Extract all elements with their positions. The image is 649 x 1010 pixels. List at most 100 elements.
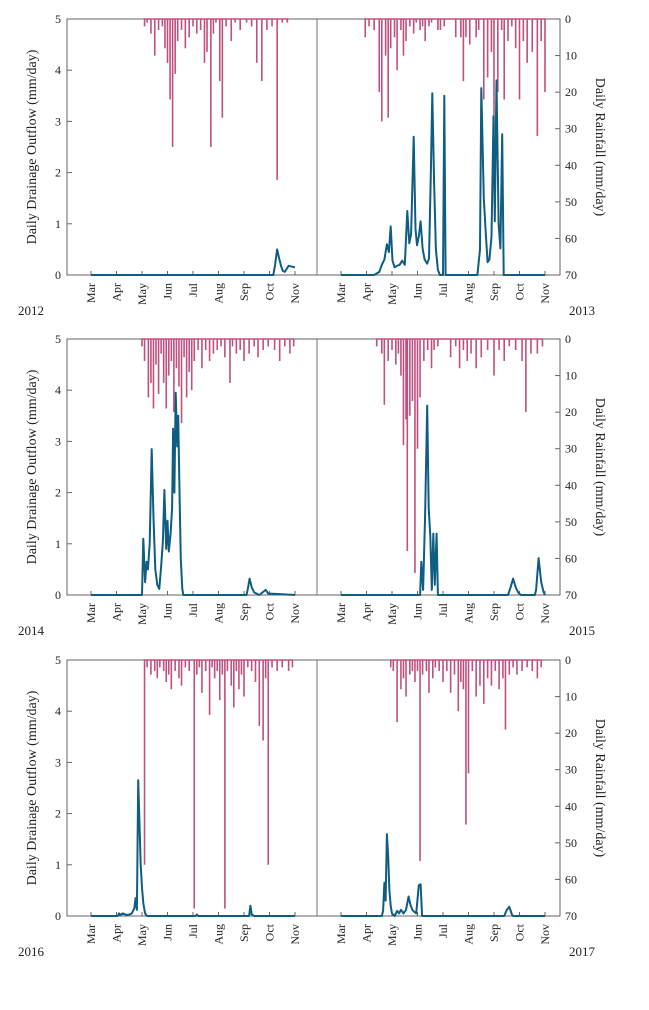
left-tick-label: 3 bbox=[55, 114, 61, 128]
right-tick-label: 50 bbox=[565, 836, 577, 850]
rainfall-series-2013 bbox=[364, 18, 546, 137]
chart-frame bbox=[66, 659, 561, 917]
year-label-2015: 2015 bbox=[569, 623, 595, 638]
month-label: Mar bbox=[84, 924, 98, 944]
chart-frame bbox=[66, 18, 561, 276]
left-tick-label: 5 bbox=[55, 653, 61, 667]
month-label: Sep bbox=[487, 924, 501, 942]
left-axis-title: Daily Drainage Outflow (mm/day) bbox=[25, 49, 40, 244]
rainfall-series-2015 bbox=[375, 338, 544, 574]
right-tick-label: 30 bbox=[565, 122, 577, 136]
month-label: Oct bbox=[513, 602, 527, 620]
month-label: Apr bbox=[110, 924, 124, 943]
rainfall-series-2016 bbox=[143, 659, 294, 909]
left-tick-label: 0 bbox=[55, 268, 61, 282]
month-label: Apr bbox=[110, 603, 124, 622]
panel-2014: Mar Apr May Jun Jul Aug Sep Oct Nov bbox=[84, 338, 302, 625]
month-label: Jun bbox=[411, 924, 425, 941]
left-tick-label: 0 bbox=[55, 909, 61, 923]
right-tick-label: 20 bbox=[565, 85, 577, 99]
month-label: Jun bbox=[411, 283, 425, 300]
panel-2016: Mar Apr May Jun Jul Aug Sep Oct Nov bbox=[84, 659, 302, 946]
left-tick-label: 0 bbox=[55, 588, 61, 602]
right-tick-label: 70 bbox=[565, 909, 577, 923]
month-label: Nov bbox=[538, 283, 552, 304]
month-label: Nov bbox=[288, 603, 302, 624]
year-label-2017: 2017 bbox=[569, 944, 596, 959]
year-label-2016: 2016 bbox=[18, 944, 45, 959]
panel-2013: Mar Apr May Jun Jul Aug Sep Oct Nov bbox=[334, 18, 552, 305]
right-axis-title: Daily Rainfall (mm/day) bbox=[592, 398, 607, 537]
month-label: Oct bbox=[263, 923, 277, 941]
right-axis-title: Daily Rainfall (mm/day) bbox=[592, 719, 607, 858]
left-axis-title: Daily Drainage Outflow (mm/day) bbox=[25, 369, 40, 564]
month-label: Aug bbox=[212, 603, 226, 624]
panel-2017: Mar Apr May Jun Jul Aug Sep Oct Nov bbox=[334, 659, 552, 946]
year-label-2013: 2013 bbox=[569, 303, 595, 318]
month-label: Sep bbox=[237, 924, 251, 942]
left-tick-label: 5 bbox=[55, 12, 61, 26]
left-axis-title: Daily Drainage Outflow (mm/day) bbox=[25, 690, 40, 885]
right-tick-label: 50 bbox=[565, 195, 577, 209]
month-label: Oct bbox=[263, 282, 277, 300]
right-tick-label: 40 bbox=[565, 799, 577, 813]
month-label: Oct bbox=[513, 923, 527, 941]
right-tick-label: 40 bbox=[565, 158, 577, 172]
month-label: Jul bbox=[186, 923, 200, 938]
month-label: Sep bbox=[487, 603, 501, 621]
right-tick-label: 60 bbox=[565, 551, 577, 565]
month-label: Mar bbox=[84, 603, 98, 623]
drainage-series-2012 bbox=[91, 248, 296, 276]
right-axis-title: Daily Rainfall (mm/day) bbox=[592, 78, 607, 217]
month-label: May bbox=[135, 283, 149, 305]
right-tick-label: 30 bbox=[565, 442, 577, 456]
month-label: Jul bbox=[186, 282, 200, 297]
month-label: Aug bbox=[462, 603, 476, 624]
left-tick-label: 3 bbox=[55, 434, 61, 448]
month-label: Jul bbox=[436, 602, 450, 617]
month-label: Jun bbox=[411, 603, 425, 620]
month-label: Jul bbox=[186, 602, 200, 617]
right-tick-label: 10 bbox=[565, 49, 577, 63]
drainage-series-2016 bbox=[91, 779, 295, 917]
drainage-series-2013 bbox=[341, 79, 545, 276]
chart-frame bbox=[66, 338, 561, 596]
left-tick-label: 2 bbox=[55, 166, 61, 180]
left-tick-label: 3 bbox=[55, 755, 61, 769]
month-label: Jun bbox=[161, 283, 175, 300]
right-tick-label: 30 bbox=[565, 763, 577, 777]
rainfall-series-2017 bbox=[389, 659, 542, 862]
left-tick-label: 1 bbox=[55, 858, 61, 872]
month-label: Sep bbox=[237, 283, 251, 301]
drainage-series-2014 bbox=[91, 391, 296, 596]
month-label: Apr bbox=[110, 283, 124, 302]
right-tick-label: 70 bbox=[565, 588, 577, 602]
panel-2015: Mar Apr May Jun Jul Aug Sep Oct Nov bbox=[334, 338, 552, 625]
panel-2012: Mar Apr May Jun Jul Aug Sep Oct Nov bbox=[84, 18, 302, 305]
left-tick-label: 4 bbox=[55, 63, 61, 77]
right-tick-label: 10 bbox=[565, 369, 577, 383]
right-tick-label: 60 bbox=[565, 872, 577, 886]
right-tick-label: 20 bbox=[565, 726, 577, 740]
month-label: Aug bbox=[462, 283, 476, 304]
right-tick-label: 20 bbox=[565, 405, 577, 419]
month-label: Sep bbox=[237, 603, 251, 621]
right-tick-label: 60 bbox=[565, 231, 577, 245]
month-label: May bbox=[385, 603, 399, 625]
drainage-series-2017 bbox=[341, 833, 545, 917]
month-label: Oct bbox=[513, 282, 527, 300]
left-tick-label: 2 bbox=[55, 807, 61, 821]
month-label: Nov bbox=[288, 283, 302, 304]
month-label: Oct bbox=[263, 602, 277, 620]
left-tick-label: 4 bbox=[55, 383, 61, 397]
month-label: Jun bbox=[161, 924, 175, 941]
month-label: Mar bbox=[84, 283, 98, 303]
right-tick-label: 0 bbox=[565, 12, 571, 26]
month-label: Apr bbox=[360, 924, 374, 943]
month-label: May bbox=[385, 283, 399, 305]
right-tick-label: 40 bbox=[565, 478, 577, 492]
month-label: May bbox=[135, 603, 149, 625]
month-label: Jul bbox=[436, 923, 450, 938]
right-tick-label: 0 bbox=[565, 653, 571, 667]
